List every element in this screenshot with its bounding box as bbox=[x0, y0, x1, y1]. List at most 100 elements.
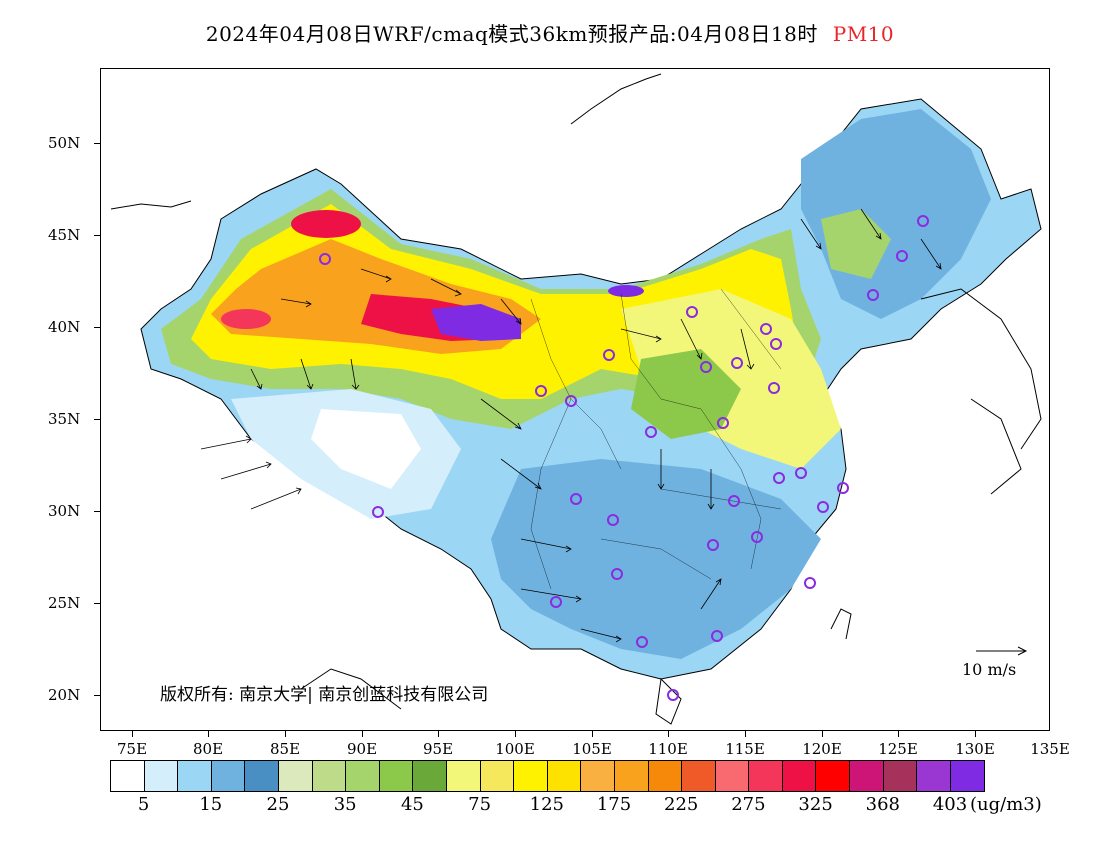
station-marker bbox=[636, 636, 648, 648]
station-marker bbox=[686, 306, 698, 318]
map-panel bbox=[100, 68, 1050, 731]
lat-label-40n: 40N bbox=[48, 318, 81, 336]
pm10-map bbox=[110, 73, 1042, 725]
station-marker bbox=[607, 514, 619, 526]
colorbar-cell bbox=[446, 761, 481, 791]
east-hotspot bbox=[608, 285, 644, 297]
colorbar-cell bbox=[278, 761, 313, 791]
colorbar-cell bbox=[682, 761, 716, 791]
lon-tick bbox=[898, 731, 899, 737]
colorbar-cell bbox=[883, 761, 918, 791]
lat-label-45n: 45N bbox=[48, 226, 81, 244]
station-marker bbox=[319, 253, 331, 265]
lon-tick bbox=[285, 731, 286, 737]
lat-label-20n: 20N bbox=[48, 686, 81, 704]
wind-scale-arrow bbox=[976, 646, 1028, 656]
station-marker bbox=[667, 689, 679, 701]
lon-tick bbox=[438, 731, 439, 737]
lat-tick bbox=[94, 235, 100, 236]
south-blue-zone bbox=[491, 459, 821, 659]
title-main: 2024年04月08日WRF/cmaq模式36km预报产品:04月08日18时 bbox=[205, 22, 818, 46]
station-marker bbox=[867, 289, 879, 301]
colorbar-cell bbox=[581, 761, 615, 791]
station-marker bbox=[804, 577, 816, 589]
station-marker bbox=[700, 361, 712, 373]
northeast-green bbox=[821, 209, 891, 279]
station-marker bbox=[768, 382, 780, 394]
station-marker bbox=[372, 506, 384, 518]
colorbar-cell bbox=[144, 761, 179, 791]
province-borders bbox=[530, 288, 782, 590]
station-marker bbox=[611, 568, 623, 580]
station-marker bbox=[645, 426, 657, 438]
colorbar-cell bbox=[715, 761, 750, 791]
lon-label-110e: 110E bbox=[648, 740, 688, 758]
concentration-field bbox=[140, 98, 1042, 680]
station-marker bbox=[760, 323, 772, 335]
station-marker bbox=[711, 630, 723, 642]
wind-scale-label: 10 m/s bbox=[962, 660, 1017, 679]
lon-tick bbox=[208, 731, 209, 737]
colorbar-label: 403 bbox=[932, 794, 968, 815]
station-markers bbox=[319, 215, 929, 701]
west-hotspot bbox=[221, 309, 271, 329]
colorbar-cell bbox=[648, 761, 683, 791]
colorbar-label: 75 bbox=[468, 794, 492, 815]
colorbar-cell bbox=[950, 761, 985, 791]
coastlines bbox=[110, 73, 1042, 725]
lat-label-35n: 35N bbox=[48, 410, 81, 428]
lon-label-100e: 100E bbox=[495, 740, 535, 758]
colorbar-cell bbox=[850, 761, 884, 791]
lat-tick bbox=[94, 143, 100, 144]
colorbar-cell bbox=[211, 761, 246, 791]
wind-vectors bbox=[200, 208, 942, 643]
station-marker bbox=[731, 357, 743, 369]
colorbar-cell bbox=[111, 761, 145, 791]
map-title: 2024年04月08日WRF/cmaq模式36km预报产品:04月08日18时 … bbox=[0, 18, 1100, 47]
lon-tick bbox=[822, 731, 823, 737]
colorbar bbox=[110, 760, 986, 792]
station-marker bbox=[751, 531, 763, 543]
lon-label-80e: 80E bbox=[192, 740, 224, 758]
east-green-zone bbox=[631, 349, 741, 439]
colorbar-cell bbox=[816, 761, 851, 791]
colorbar-label: 125 bbox=[529, 794, 564, 815]
lat-tick bbox=[94, 695, 100, 696]
lon-label-130e: 130E bbox=[955, 740, 995, 758]
colorbar-cell bbox=[379, 761, 414, 791]
station-marker bbox=[917, 215, 929, 227]
colorbar-cell bbox=[514, 761, 548, 791]
lon-tick bbox=[362, 731, 363, 737]
lon-label-115e: 115E bbox=[725, 740, 765, 758]
station-marker bbox=[896, 250, 908, 262]
station-marker bbox=[565, 395, 577, 407]
lon-label-90e: 90E bbox=[346, 740, 378, 758]
station-marker bbox=[773, 472, 785, 484]
station-marker bbox=[837, 482, 849, 494]
station-marker bbox=[795, 467, 807, 479]
lon-label-125e: 125E bbox=[878, 740, 918, 758]
colorbar-cell bbox=[178, 761, 212, 791]
colorbar-cell bbox=[480, 761, 515, 791]
colorbar-label: 15 bbox=[199, 794, 223, 815]
purple-zone bbox=[431, 304, 521, 341]
station-marker bbox=[603, 349, 615, 361]
lon-label-120e: 120E bbox=[802, 740, 842, 758]
station-marker bbox=[770, 338, 782, 350]
station-marker bbox=[535, 385, 547, 397]
colorbar-label: 25 bbox=[266, 794, 290, 815]
lon-label-95e: 95E bbox=[422, 740, 454, 758]
station-marker bbox=[550, 596, 562, 608]
lon-tick bbox=[132, 731, 133, 737]
colorbar-label: 5 bbox=[137, 794, 150, 815]
lon-label-105e: 105E bbox=[572, 740, 612, 758]
colorbar-cell bbox=[413, 761, 447, 791]
colorbar-label: 225 bbox=[664, 794, 699, 815]
colorbar-label: 35 bbox=[333, 794, 357, 815]
lon-label-135e: 135E bbox=[1030, 740, 1070, 758]
colorbar-cell bbox=[749, 761, 783, 791]
colorbar-label: 275 bbox=[731, 794, 766, 815]
colorbar-label: 368 bbox=[865, 794, 900, 815]
lon-tick bbox=[592, 731, 593, 737]
lat-tick bbox=[94, 511, 100, 512]
